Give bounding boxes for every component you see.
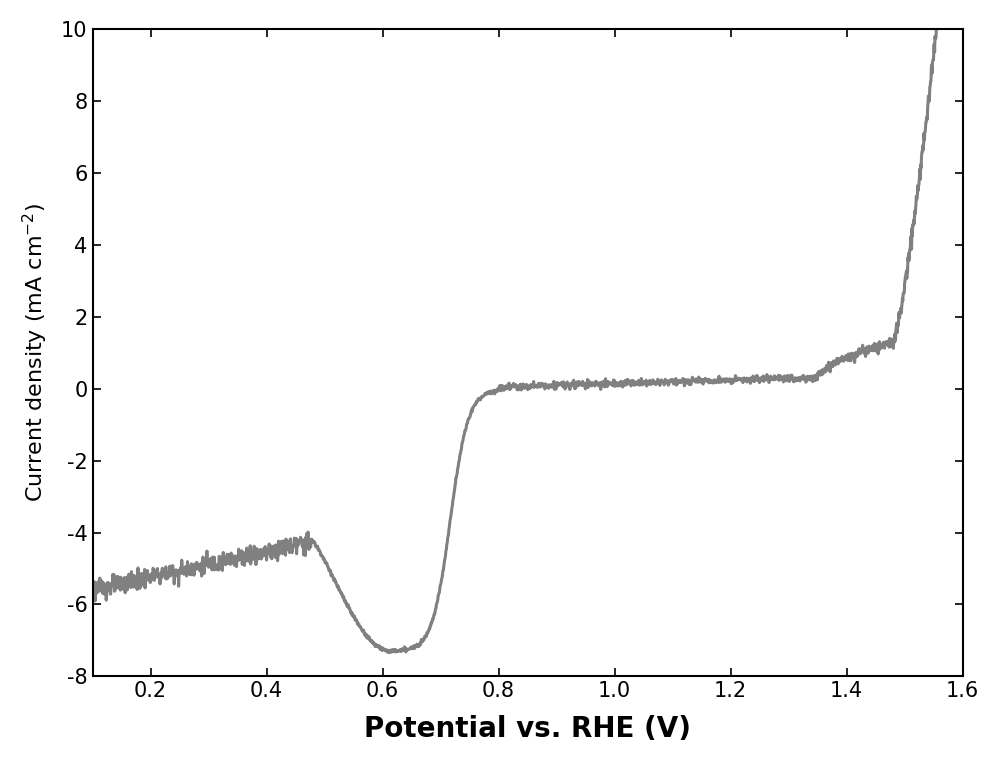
Y-axis label: Current density (mA cm$^{-2}$): Current density (mA cm$^{-2}$) <box>21 203 50 502</box>
X-axis label: Potential vs. RHE (V): Potential vs. RHE (V) <box>364 715 691 743</box>
